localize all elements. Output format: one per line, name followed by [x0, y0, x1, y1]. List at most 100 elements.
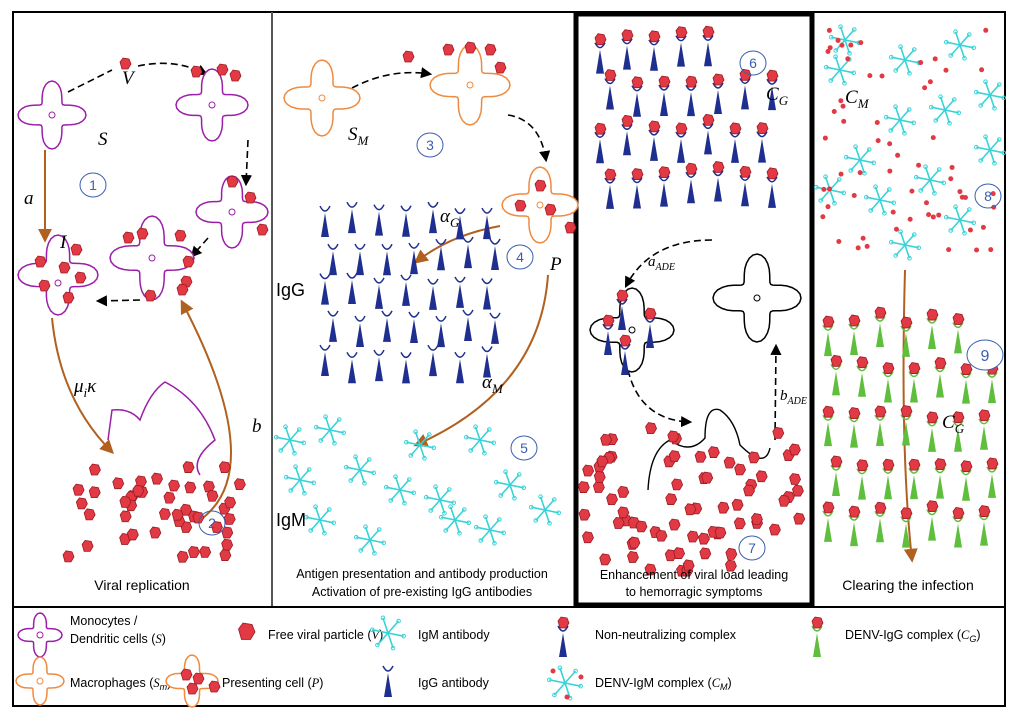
virus [244, 191, 257, 204]
virus [731, 498, 744, 511]
antibody-arm [959, 33, 970, 46]
virus [218, 461, 231, 474]
antibody-stem [813, 633, 821, 657]
antibody-arm [891, 56, 906, 61]
antibody-arms [408, 311, 420, 318]
step: 4 [516, 249, 524, 265]
virus [229, 69, 242, 82]
antibody-arm [324, 416, 331, 431]
antibody-stem [660, 92, 668, 117]
virus [724, 559, 737, 572]
virus [926, 500, 939, 513]
antibody-tip [853, 144, 858, 150]
antibody-arm [850, 159, 861, 172]
virus [841, 118, 847, 124]
antibody-tip [948, 228, 954, 233]
antibody-arm [479, 439, 486, 454]
antibody-tip [353, 534, 359, 540]
virus [685, 162, 698, 175]
highlight-box [573, 11, 815, 608]
virus [667, 430, 680, 443]
antibody-tip [353, 454, 358, 460]
antibody-arms [729, 131, 741, 138]
antibody-tip [863, 194, 869, 200]
antibody-arms [934, 366, 946, 373]
antibody-tip [341, 430, 347, 436]
antibody-stem [884, 378, 892, 403]
antibody-arms [848, 323, 860, 330]
antibody-arms [594, 42, 606, 49]
antibody-arms [354, 243, 366, 250]
antibody-stem [824, 332, 832, 357]
antibody-arm [364, 526, 371, 541]
antibody-tip [911, 232, 917, 237]
antibody-stem [633, 184, 641, 209]
antibody-tip [551, 497, 557, 502]
legend-text: IgM antibody [418, 628, 490, 642]
antibody-arm [376, 632, 389, 646]
antibody-stem [928, 325, 936, 350]
virus [926, 308, 939, 321]
nucleus [36, 631, 44, 639]
antibody-arms [648, 39, 660, 46]
antibody-arm [944, 109, 959, 114]
antibody-stem [348, 359, 356, 384]
antibody-arms [926, 509, 938, 516]
antibody-stem [850, 522, 858, 547]
virus [151, 472, 164, 485]
legend-entry: IgM antibody [418, 628, 490, 642]
virus [733, 517, 746, 530]
arrow [137, 62, 208, 76]
antibody-tip [996, 137, 1002, 142]
antibody-stem [623, 131, 631, 156]
antibody-tip [871, 160, 877, 166]
nucleus [36, 677, 44, 685]
antibody-arm [826, 66, 841, 71]
antibody-arm [509, 484, 524, 489]
virus [766, 167, 779, 180]
antibody-arm [476, 526, 491, 531]
antibody-arms [621, 38, 633, 45]
virus [484, 43, 497, 56]
antibody-arm [329, 429, 336, 444]
antibody-arm [859, 148, 870, 161]
antibody-arm [354, 456, 361, 471]
virus [840, 103, 846, 109]
virus [890, 209, 896, 215]
antibody-tip [862, 170, 867, 176]
label: CM [845, 87, 870, 111]
antibody-tip [288, 488, 294, 493]
antibody-stem [731, 138, 739, 163]
virus [180, 668, 193, 681]
antibody-tip [547, 677, 552, 683]
virus [851, 193, 857, 199]
legend-symbol: C [961, 628, 970, 642]
antibody-tip [483, 514, 488, 520]
antibody-arm [359, 458, 370, 471]
antibody-arm [294, 466, 301, 481]
antibody-arms [822, 414, 834, 421]
virus [119, 57, 132, 70]
antibody-stem [902, 421, 910, 446]
step: 2 [208, 515, 216, 531]
antibody-arms [462, 236, 474, 243]
cell [195, 175, 269, 249]
step: 5 [520, 440, 528, 456]
legend-entry: DENV-IgM complex (CM) [595, 676, 732, 692]
antibody-arm [289, 439, 296, 454]
virus [199, 545, 212, 558]
antibody-arm [399, 489, 414, 494]
antibody-tip [906, 107, 912, 112]
nucleus [48, 111, 56, 119]
antibody-arm [899, 231, 906, 246]
antibody-arm [946, 41, 961, 46]
antibody-arm [959, 219, 966, 234]
antibody-arm [284, 426, 291, 441]
antibody-tip [473, 424, 478, 430]
virus [684, 503, 697, 516]
antibody-stem [704, 130, 712, 155]
antibody-stem [768, 183, 776, 208]
antibody-arm [531, 506, 546, 511]
antibody-arms [481, 278, 493, 285]
